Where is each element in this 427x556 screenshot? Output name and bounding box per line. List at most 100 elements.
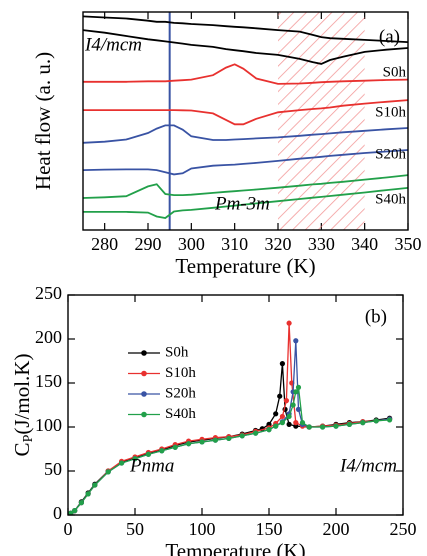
y-tick-label: 200 (35, 327, 62, 347)
cp-curve (70, 385, 390, 514)
y-tick-label: 50 (44, 459, 62, 479)
data-point (78, 500, 84, 506)
y-axis-label-part: C (10, 442, 34, 456)
dsc-curve (83, 63, 408, 85)
data-point (295, 406, 302, 412)
data-point (253, 430, 259, 436)
legend-label: S10h (165, 365, 196, 381)
data-point (119, 460, 125, 466)
dsc-curve (83, 99, 408, 126)
x-tick-label: 50 (126, 519, 144, 539)
annotation: Pm-3m (214, 193, 270, 214)
data-point (299, 420, 306, 426)
data-point (273, 423, 279, 429)
y-axis-label-part: P (21, 434, 36, 442)
cp-curve (70, 340, 390, 514)
x-tick-label: 300 (178, 234, 205, 254)
x-tick-label: 340 (351, 234, 378, 254)
x-tick-label: 350 (395, 234, 422, 254)
data-point (346, 421, 352, 427)
data-point (279, 413, 285, 420)
x-tick-label: 200 (323, 519, 350, 539)
data-point (68, 510, 74, 515)
dsc-curve (83, 124, 408, 144)
data-point (186, 441, 192, 447)
x-tick-label: 280 (91, 234, 118, 254)
y-axis-label: Heat flow (a. u.) (31, 52, 55, 190)
cp-curve (70, 323, 390, 514)
data-point (277, 393, 283, 399)
data-point (145, 451, 151, 457)
dsc-curve (83, 174, 408, 199)
legend-marker (141, 350, 147, 356)
legend-marker (141, 370, 147, 377)
data-point (295, 384, 302, 390)
data-point (273, 411, 279, 417)
data-point (212, 437, 218, 443)
data-point (279, 420, 285, 426)
data-point (320, 424, 326, 430)
series-label: S10h (375, 104, 406, 120)
annotation: I4/mcm (339, 455, 397, 476)
y-tick-label: 0 (53, 503, 62, 523)
data-point (293, 420, 299, 426)
plot-frame (67, 294, 404, 516)
data-point (293, 389, 299, 395)
data-point (306, 424, 312, 430)
y-tick-label: 100 (35, 415, 62, 435)
x-tick-label: 100 (189, 519, 216, 539)
data-point (286, 413, 292, 420)
y-axis-label: CP(J/mol.K) (10, 354, 36, 457)
data-point (293, 338, 299, 344)
x-tick-label: 290 (135, 234, 162, 254)
x-tick-label: 330 (308, 234, 335, 254)
data-point (239, 433, 245, 439)
data-point (85, 491, 91, 497)
y-tick-label: 150 (35, 371, 62, 391)
x-tick-label: 310 (221, 234, 248, 254)
legend-label: S0h (165, 344, 189, 360)
legend-marker (141, 411, 147, 418)
x-tick-label: 320 (265, 234, 292, 254)
x-tick-label: 250 (390, 519, 417, 539)
annotation: I4/mcm (84, 34, 142, 55)
data-point (286, 421, 292, 427)
x-tick-label: 0 (64, 519, 73, 539)
x-axis-label: Temperature (K) (165, 539, 305, 556)
dsc-curve (83, 149, 408, 176)
legend-label: S20h (165, 385, 196, 401)
x-tick-label: 150 (256, 519, 283, 539)
series-label: S0h (383, 64, 407, 80)
y-axis-label-part: (J/mol.K) (10, 354, 34, 435)
x-axis-label: Temperature (K) (175, 254, 315, 278)
data-point (72, 508, 78, 514)
data-point (266, 427, 272, 433)
plot-frame (82, 11, 409, 231)
series-label: S40h (375, 191, 406, 207)
y-tick-label: 250 (35, 283, 62, 303)
data-point (92, 482, 98, 488)
dsc-curve (83, 15, 408, 43)
data-point (199, 439, 205, 445)
data-point (132, 456, 138, 462)
data-point (286, 320, 292, 326)
data-point (333, 423, 339, 429)
annotation: (a) (379, 26, 400, 47)
data-point (387, 417, 393, 423)
data-point (360, 420, 366, 426)
series-label: S20h (375, 146, 406, 162)
data-point (283, 398, 290, 404)
legend-marker (141, 391, 147, 397)
annotation: Pnma (129, 455, 174, 476)
data-point (226, 435, 232, 442)
data-point (172, 444, 178, 450)
data-point (159, 448, 165, 454)
data-point (290, 402, 296, 408)
annotation: (b) (365, 306, 387, 327)
legend-label: S40h (165, 406, 196, 422)
data-point (105, 469, 111, 475)
data-point (373, 418, 379, 424)
dsc-curve (83, 187, 408, 219)
data-point (279, 361, 285, 367)
